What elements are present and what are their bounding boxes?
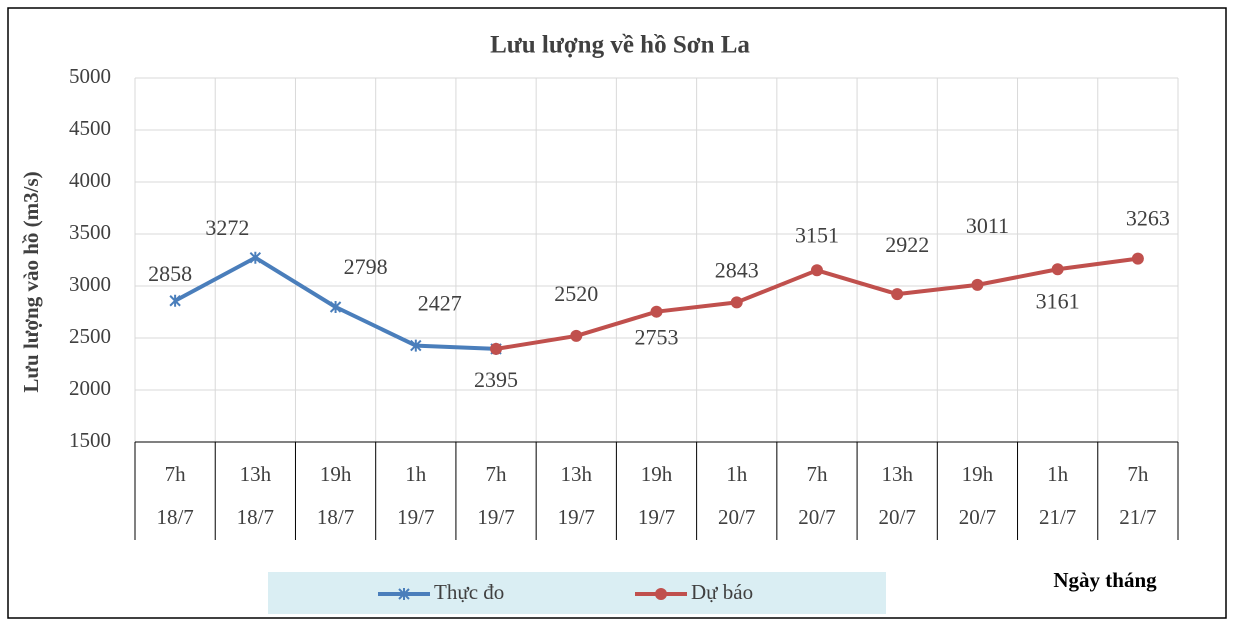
x-tick-label: 13h (881, 462, 913, 486)
marker (971, 278, 984, 291)
data-label: 3151 (795, 222, 839, 247)
y-tick-label: 3500 (69, 220, 111, 244)
x-tick-label: 19/7 (397, 505, 434, 529)
x-tick-label: 13h (240, 462, 272, 486)
x-tick-label: 7h (486, 462, 508, 486)
y-tick-label: 2500 (69, 324, 111, 348)
y-tick-label: 4500 (69, 116, 111, 140)
x-tick-label: 19/7 (558, 505, 595, 529)
y-axis-label: Lưu lượng vào hồ (m3/s) (19, 171, 43, 392)
x-tick-label: 19h (962, 462, 994, 486)
x-tick-label: 13h (561, 462, 593, 486)
marker (490, 342, 503, 355)
x-tick-label: 21/7 (1039, 505, 1076, 529)
x-tick-label: 20/7 (959, 505, 996, 529)
chart-border (7, 7, 1227, 619)
y-tick-label: 4000 (69, 168, 111, 192)
data-label: 3263 (1126, 206, 1170, 231)
x-tick-label: 18/7 (156, 505, 193, 529)
data-label: 2395 (474, 367, 518, 392)
marker (169, 294, 181, 307)
data-label: 2922 (885, 232, 929, 257)
data-label: 2858 (148, 261, 192, 286)
x-tick-label: 19h (320, 462, 352, 486)
x-tick-label: 20/7 (718, 505, 755, 529)
marker (650, 305, 663, 318)
data-label: 2427 (418, 291, 462, 316)
legend-label: Thực đo (434, 580, 504, 604)
data-label: 2753 (635, 325, 679, 350)
x-tick-label: 7h (165, 462, 187, 486)
marker (730, 296, 743, 309)
data-label: 3272 (205, 215, 249, 240)
x-tick-label: 20/7 (879, 505, 916, 529)
x-tick-label: 1h (726, 462, 748, 486)
y-tick-label: 5000 (69, 64, 111, 88)
data-label: 2843 (715, 257, 759, 282)
x-tick-label: 19h (641, 462, 673, 486)
x-tick-label: 19/7 (638, 505, 675, 529)
data-label: 2520 (554, 281, 598, 306)
marker (810, 264, 823, 277)
x-tick-label: 1h (1047, 462, 1069, 486)
marker (891, 288, 904, 301)
data-label: 3161 (1036, 288, 1080, 313)
x-tick-label: 21/7 (1119, 505, 1156, 529)
y-tick-label: 1500 (69, 428, 111, 452)
marker (329, 301, 342, 314)
x-tick-label: 1h (405, 462, 427, 486)
x-tick-label: 19/7 (477, 505, 514, 529)
marker (1051, 263, 1064, 276)
x-tick-label: 7h (806, 462, 828, 486)
chart-title: Lưu lượng về hồ Sơn La (490, 32, 750, 59)
marker (249, 251, 262, 264)
x-tick-label: 18/7 (317, 505, 354, 529)
legend-box (268, 572, 886, 614)
x-axis-label: Ngày tháng (1053, 568, 1157, 592)
data-label: 2798 (344, 254, 388, 279)
legend-marker (398, 588, 410, 600)
y-tick-label: 3000 (69, 272, 111, 296)
legend-label: Dự báo (691, 580, 753, 604)
data-label: 3011 (966, 213, 1009, 238)
y-tick-label: 2000 (69, 376, 111, 400)
x-tick-label: 18/7 (237, 505, 274, 529)
marker (570, 329, 583, 342)
x-tick-label: 7h (1127, 462, 1149, 486)
marker (1131, 252, 1144, 265)
legend-marker (655, 588, 667, 600)
x-tick-label: 20/7 (798, 505, 835, 529)
marker (410, 339, 422, 352)
